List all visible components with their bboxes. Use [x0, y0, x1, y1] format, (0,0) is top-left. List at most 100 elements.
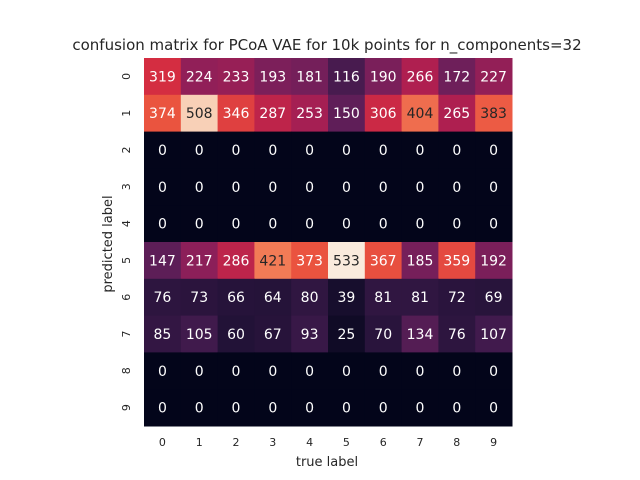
heatmap-cell	[217, 94, 255, 133]
cell-value-label: 25	[337, 327, 355, 343]
cell-value-label: 80	[301, 290, 319, 306]
cell-value-label: 319	[149, 69, 176, 85]
heatmap-cell	[364, 278, 403, 317]
heatmap-cell	[254, 58, 292, 96]
heatmap-cell	[291, 168, 329, 206]
heatmap-cell	[328, 168, 366, 206]
cell-value-label: 0	[195, 401, 204, 417]
cell-value-label: 266	[407, 69, 434, 85]
cell-value-label: 69	[485, 290, 503, 306]
cell-value-label: 116	[333, 69, 360, 85]
heatmap-cell	[328, 389, 366, 427]
heatmap-cell	[180, 168, 219, 206]
x-tick-label: 3	[269, 436, 276, 449]
cell-value-label: 0	[379, 180, 388, 196]
y-tick-label: 0	[120, 73, 133, 80]
cell-value-label: 0	[268, 364, 277, 380]
cell-value-label: 0	[416, 364, 425, 380]
y-tick-label: 8	[120, 367, 133, 374]
cell-value-label: 190	[370, 69, 397, 85]
cell-value-label: 224	[186, 69, 213, 85]
y-tick-label: 5	[120, 257, 133, 264]
cell-value-label: 265	[443, 106, 470, 122]
heatmap-cell	[180, 58, 219, 96]
cell-value-label: 73	[190, 290, 208, 306]
cell-value-label: 147	[149, 253, 176, 269]
cell-value-label: 0	[305, 217, 314, 233]
x-tick-label: 6	[380, 436, 387, 449]
cell-value-label: 0	[489, 180, 498, 196]
cell-value-label: 0	[452, 364, 461, 380]
heatmap-cell	[438, 242, 476, 280]
heatmap-cell	[475, 94, 513, 133]
heatmap-cell	[401, 131, 439, 169]
heatmap-cell	[180, 389, 219, 427]
heatmap-cell	[475, 242, 513, 280]
cell-value-label: 367	[370, 253, 397, 269]
cell-value-label: 533	[333, 253, 360, 269]
heatmap-cell	[144, 278, 182, 317]
heatmap-cell	[291, 278, 329, 317]
cell-value-label: 0	[379, 217, 388, 233]
heatmap-cell	[328, 58, 366, 96]
heatmap-cell	[254, 131, 292, 169]
cell-value-label: 0	[305, 401, 314, 417]
heatmap-cell	[180, 315, 219, 353]
heatmap-cell	[438, 58, 476, 96]
cell-value-label: 0	[268, 401, 277, 417]
cell-value-label: 0	[158, 180, 167, 196]
heatmap-cell	[328, 205, 366, 243]
x-tick-label: 7	[417, 436, 424, 449]
y-tick-labels: 0 1 2 3 4 5 6 7 8 9	[120, 73, 133, 411]
cell-value-label: 0	[342, 401, 351, 417]
cell-value-label: 0	[342, 217, 351, 233]
heatmap-cell	[144, 58, 182, 96]
cell-value-label: 404	[407, 106, 434, 122]
cell-value-label: 185	[407, 253, 434, 269]
heatmap-cell	[328, 242, 366, 280]
heatmap-cell	[254, 242, 292, 280]
cell-value-label: 0	[342, 143, 351, 159]
heatmap-cell	[254, 315, 292, 353]
cell-value-label: 192	[480, 253, 507, 269]
cell-value-label: 0	[195, 364, 204, 380]
heatmap-cell	[438, 168, 476, 206]
heatmap-cell	[475, 315, 513, 353]
cell-value-label: 346	[223, 106, 250, 122]
cell-value-label: 383	[480, 106, 507, 122]
x-tick-label: 5	[343, 436, 350, 449]
x-tick-label: 0	[159, 436, 166, 449]
heatmap-cell	[254, 278, 292, 317]
heatmap-cell	[401, 94, 439, 133]
heatmap-cell	[364, 205, 403, 243]
heatmap-cell	[364, 315, 403, 353]
heatmap-cell	[475, 58, 513, 96]
heatmap-cell	[438, 131, 476, 169]
cell-value-label: 373	[296, 253, 323, 269]
cell-value-label: 306	[370, 106, 397, 122]
heatmap-cell	[364, 389, 403, 427]
cell-value-label: 0	[195, 217, 204, 233]
cell-value-label: 0	[268, 143, 277, 159]
y-tick-label: 6	[120, 294, 133, 301]
x-axis-label: true label	[296, 455, 358, 470]
heatmap-cell	[217, 315, 255, 353]
heatmap-annotations: 319 224 233 193 181 116 190 266 172 227 374 508 346 2…	[149, 69, 507, 416]
heatmap-cell	[217, 389, 255, 427]
x-tick-labels: 0 1 2 3 4 5 6 7 8 9	[159, 436, 497, 449]
y-tick-label: 9	[120, 404, 133, 411]
chart-title: confusion matrix for PCoA VAE for 10k po…	[72, 36, 581, 55]
heatmap-cell	[144, 205, 182, 243]
cell-value-label: 76	[448, 327, 466, 343]
cell-value-label: 0	[416, 217, 425, 233]
cell-value-label: 0	[305, 143, 314, 159]
heatmap-cell	[180, 94, 219, 133]
heatmap-cell	[217, 352, 255, 390]
cell-value-label: 374	[149, 106, 176, 122]
heatmap-cell	[475, 278, 513, 317]
cell-value-label: 172	[443, 69, 470, 85]
heatmap-cell	[291, 352, 329, 390]
cell-value-label: 0	[158, 364, 167, 380]
cell-value-label: 0	[379, 364, 388, 380]
heatmap-cell	[180, 278, 219, 317]
